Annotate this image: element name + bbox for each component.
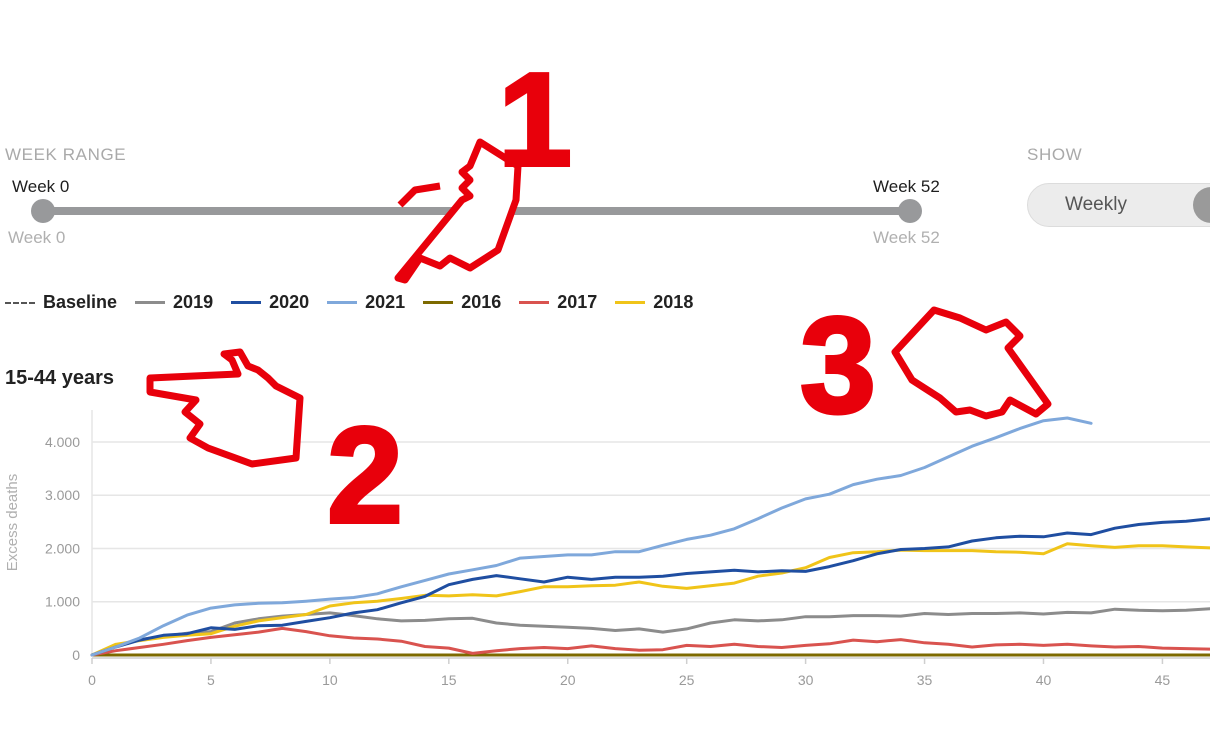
series-line-2017 (90, 626, 1210, 657)
x-tick-label: 20 (560, 672, 576, 688)
x-tick-label: 15 (441, 672, 457, 688)
legend-label: 2019 (173, 292, 214, 312)
legend-item-baseline[interactable]: Baseline (5, 292, 117, 313)
legend-swatch (423, 301, 454, 304)
legend-item-2018[interactable]: 2018 (615, 292, 693, 313)
show-label: SHOW (1027, 145, 1083, 164)
toggle-option-weekly[interactable]: Weekly (1065, 194, 1127, 215)
legend-item-2021[interactable]: 2021 (327, 292, 405, 313)
legend-label: Baseline (43, 292, 118, 312)
y-tick-label: 3.000 (45, 487, 80, 503)
week-end-handle[interactable] (898, 199, 922, 223)
legend-label: 2018 (653, 292, 694, 312)
annotation-number-1: 1 (498, 46, 571, 193)
legend-label: 2021 (365, 292, 406, 312)
x-tick-label: 40 (1036, 672, 1052, 688)
legend-label: 2020 (269, 292, 310, 312)
legend-swatch (5, 301, 35, 304)
chart-legend: Baseline 2019 2020 2021 2016 2017 2018 (5, 292, 693, 313)
y-tick-label: 4.000 (45, 434, 80, 450)
legend-swatch (231, 301, 262, 304)
legend-item-2017[interactable]: 2017 (519, 292, 597, 313)
x-tick-label: 45 (1155, 672, 1171, 688)
y-tick-label: 0 (72, 647, 80, 663)
series-line-2021 (90, 416, 1093, 657)
x-tick-label: 5 (207, 672, 215, 688)
x-tick-label: 10 (322, 672, 338, 688)
legend-item-2016[interactable]: 2016 (423, 292, 501, 313)
show-toggle[interactable] (1027, 183, 1210, 227)
legend-swatch (519, 301, 550, 304)
toggle-knob[interactable] (1193, 187, 1210, 223)
legend-label: 2016 (461, 292, 502, 312)
legend-swatch (327, 301, 358, 304)
y-tick-label: 2.000 (45, 540, 80, 556)
series-line-2018 (90, 542, 1210, 657)
x-tick-label: 25 (679, 672, 695, 688)
x-tick-label: 35 (917, 672, 933, 688)
week-range-label: WEEK RANGE (5, 145, 127, 164)
x-tick-label: 30 (798, 672, 814, 688)
excess-deaths-chart: 0 1.000 2.000 3.000 4.000 0 5 10 15 20 25 30 35 40 45 E… (4, 410, 1210, 688)
week-max-label: Week 52 (873, 228, 940, 247)
section-title: 15-44 years (5, 367, 114, 389)
series-line-2020 (90, 517, 1210, 657)
legend-item-2020[interactable]: 2020 (231, 292, 309, 313)
y-axis-label: Excess deaths (4, 474, 21, 572)
week-range-slider-track[interactable] (42, 207, 910, 215)
series-line-2019 (90, 607, 1210, 657)
week-start-value: Week 0 (12, 177, 70, 196)
legend-label: 2017 (557, 292, 598, 312)
week-end-value: Week 52 (873, 177, 940, 196)
legend-item-2019[interactable]: 2019 (135, 292, 213, 313)
legend-swatch (615, 301, 646, 304)
week-start-handle[interactable] (31, 199, 55, 223)
week-min-label: Week 0 (8, 228, 66, 247)
x-tick-label: 0 (88, 672, 96, 688)
legend-swatch (135, 301, 166, 304)
y-tick-label: 1.000 (45, 594, 80, 610)
